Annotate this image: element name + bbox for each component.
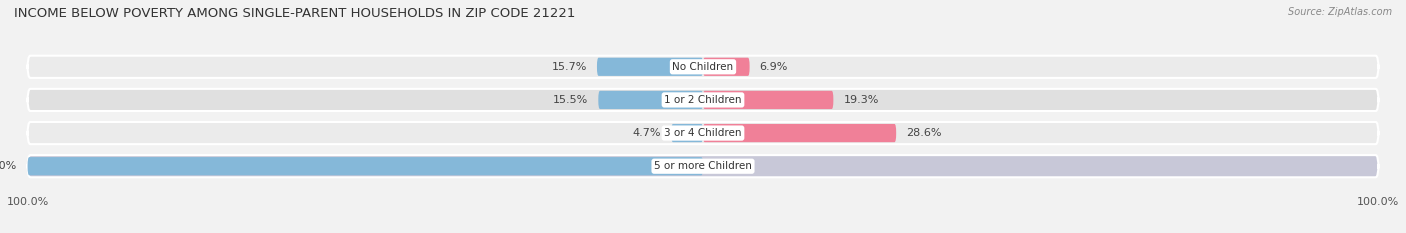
Text: 6.9%: 6.9% <box>759 62 789 72</box>
FancyBboxPatch shape <box>598 58 703 76</box>
Text: No Children: No Children <box>672 62 734 72</box>
FancyBboxPatch shape <box>703 58 749 76</box>
Text: 100.0%: 100.0% <box>0 161 17 171</box>
FancyBboxPatch shape <box>671 124 703 142</box>
Text: INCOME BELOW POVERTY AMONG SINGLE-PARENT HOUSEHOLDS IN ZIP CODE 21221: INCOME BELOW POVERTY AMONG SINGLE-PARENT… <box>14 7 575 20</box>
Text: Source: ZipAtlas.com: Source: ZipAtlas.com <box>1288 7 1392 17</box>
FancyBboxPatch shape <box>703 91 834 109</box>
Text: 28.6%: 28.6% <box>907 128 942 138</box>
Text: 4.7%: 4.7% <box>633 128 661 138</box>
Text: 15.5%: 15.5% <box>553 95 588 105</box>
Text: 5 or more Children: 5 or more Children <box>654 161 752 171</box>
FancyBboxPatch shape <box>28 89 1378 111</box>
Text: 19.3%: 19.3% <box>844 95 879 105</box>
FancyBboxPatch shape <box>28 157 703 175</box>
Text: 15.7%: 15.7% <box>551 62 586 72</box>
Text: 3 or 4 Children: 3 or 4 Children <box>664 128 742 138</box>
Text: 0.0%: 0.0% <box>713 161 741 171</box>
Text: 1 or 2 Children: 1 or 2 Children <box>664 95 742 105</box>
FancyBboxPatch shape <box>28 56 1378 78</box>
FancyBboxPatch shape <box>28 155 1378 177</box>
FancyBboxPatch shape <box>703 124 896 142</box>
FancyBboxPatch shape <box>28 122 1378 144</box>
FancyBboxPatch shape <box>599 91 703 109</box>
